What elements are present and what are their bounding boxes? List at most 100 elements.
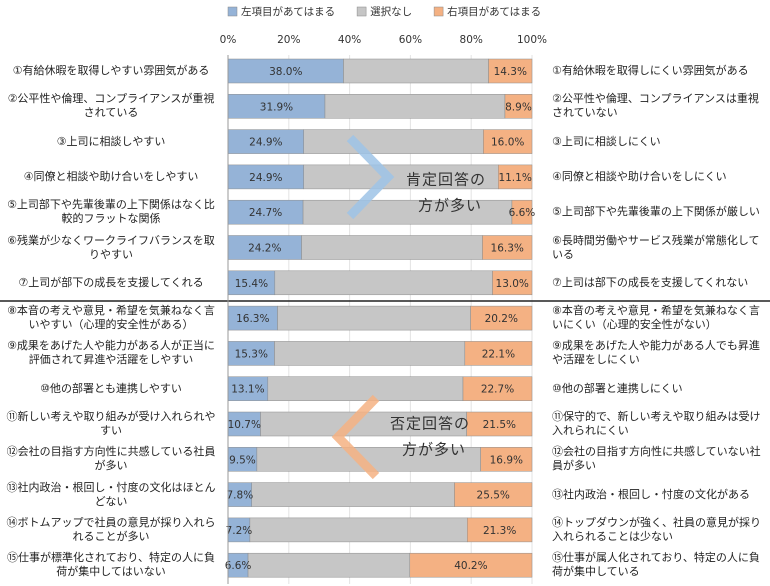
bar-segment [251,482,455,507]
left-category-label: ⑧本音の考えや意見・希望を気兼ねなく言いやすい（心理的安全性がある） [7,304,215,332]
value-label: 16.3% [491,243,524,255]
right-category-label: ②公平性や倫理、コンプライアンスは重視されていない [552,92,759,120]
left-category-label: ①有給休暇を取得しやすい雰囲気がある [12,64,210,77]
value-label: 16.9% [490,454,523,466]
bar-segment [464,341,533,366]
value-label: 10.7% [228,419,261,431]
right-category-label: ⑩他の部署と連携しにくい [552,381,683,395]
annotation-text: 否定回答の [390,415,470,433]
bar-segment [249,517,468,543]
right-category-label: ⑮仕事が属人化されており、特定の人に負荷が集中している [552,551,760,579]
bar-segment [409,552,533,578]
right-category-label: ⑧本音の考えや意見・希望を気兼ねなく言いにくい（心理的安全性がない） [552,304,760,332]
bar-segment [483,129,533,154]
bar-segment [480,447,533,472]
right-category-label: ③上司に相談しにくい [552,134,661,148]
value-label: 22.7% [481,384,514,396]
positive-chevron [346,134,395,220]
value-label: 6.6% [509,207,536,219]
left-category-label: ⑦上司が部下の成長を支援してくれる [18,275,204,289]
bar-segment [492,270,533,296]
bar-segment [488,58,533,84]
legend-label: 選択なし [370,5,412,18]
bar-segment [227,164,304,190]
right-category-label: ⑨成果をあげた人や能力がある人でも昇進や活躍をしにくい [552,339,760,367]
right-category-label: ⑬社内政治・根回し・忖度の文化がある [552,487,750,501]
value-label: 31.9% [260,101,293,113]
bar-segment [227,199,304,225]
right-category-label: ⑫会社の目指す方向性に共感していない社員が多い [552,445,761,473]
bar-segment [277,305,471,331]
bar-segment [227,94,326,119]
value-label: 6.6% [225,560,252,572]
legend-swatch [433,6,444,17]
bar-segment [274,270,493,296]
value-label: 24.2% [248,243,281,255]
bar-segment [227,447,258,472]
value-label: 40.2% [454,560,487,572]
bar-segment [227,58,344,84]
value-label: 20.2% [485,313,518,325]
right-category-label: ⑦上司は部下の成長を支援してくれない [552,275,749,289]
bar-segment [301,235,483,260]
bar-segment [227,270,276,296]
left-category-label: ⑤上司部下や先輩後輩の上下関係はなく比較的フラットな関係 [7,198,215,226]
annotation-text: 方が多い [402,441,466,459]
annotation-text: 方が多い [418,197,482,215]
left-category-label: ④同僚と相談や助け合いをしやすい [23,169,199,183]
bar-segment [227,305,278,331]
right-category-label: ⑪保守的で、新しい考えや取り組みは受け入れられにくい [552,410,761,437]
right-category-label: ①有給休暇を取得しにくい雰囲気がある [552,64,749,77]
legend-label: 左項目があてはまる [241,5,335,18]
value-label: 21.5% [483,419,516,431]
bar-segment [462,376,533,401]
left-category-label: ②公平性や倫理、コンプライアンスが重視されている [7,92,215,120]
annotation-text: 肯定回答の [406,171,486,189]
x-tick-label: 20% [277,34,300,46]
value-label: 24.9% [249,137,282,149]
bar-segment [470,305,533,331]
bar-segment [227,376,269,401]
bar-segment [227,235,302,260]
bar-segment [303,129,484,154]
bar-segment [511,199,533,225]
left-category-label: ⑨成果をあげた人や能力がある人が正当に評価されて昇進や活躍をしやすい [7,339,215,367]
bar-segment [247,552,411,578]
x-tick-label: 0% [220,34,237,46]
left-category-label: ⑫会社の目指す方向性に共感している社員が多い [6,445,216,473]
left-category-label: ⑭ボトムアップで社員の意見が採り入れられることが多い [6,515,216,543]
left-category-label: ⑬社内政治・根回し・忖度の文化はほとんどない [6,480,216,508]
value-label: 24.7% [249,207,282,219]
value-label: 7.2% [226,525,253,537]
value-label: 8.9% [505,101,532,113]
value-label: 15.3% [235,348,268,360]
x-tick-label: 40% [338,34,361,46]
bar-segment [267,376,464,401]
bar-segment [302,199,513,225]
right-category-label: ⑥長時間労働やサービス残業が常態化している [552,233,760,261]
bar-segment [227,129,304,154]
bar-segment [504,94,533,119]
bar-segment [343,58,489,84]
value-label: 16.0% [491,137,524,149]
value-label: 7.8% [227,490,254,502]
value-label: 25.5% [477,490,510,502]
value-label: 16.3% [236,313,269,325]
value-label: 22.1% [482,348,515,360]
negative-chevron [331,394,380,480]
value-label: 14.3% [494,66,527,78]
legend-swatch [356,6,367,17]
bar-segment [482,235,533,260]
value-label: 13.1% [231,384,264,396]
value-label: 9.5% [229,454,256,466]
left-category-label: ⑥残業が少なくワークライフバランスを取りやすい [7,233,215,261]
right-category-label: ④同僚と相談や助け合いをしにくい [552,169,727,183]
left-category-label: ⑪新しい考えや取り組みが受け入れられやすい [6,410,216,437]
x-tick-label: 100% [517,34,547,46]
value-label: 38.0% [269,66,302,78]
x-tick-label: 60% [399,34,422,46]
value-label: 24.9% [249,172,282,184]
right-category-label: ⑭トップダウンが強く、社員の意見が採り入れられることは少ない [552,515,761,543]
